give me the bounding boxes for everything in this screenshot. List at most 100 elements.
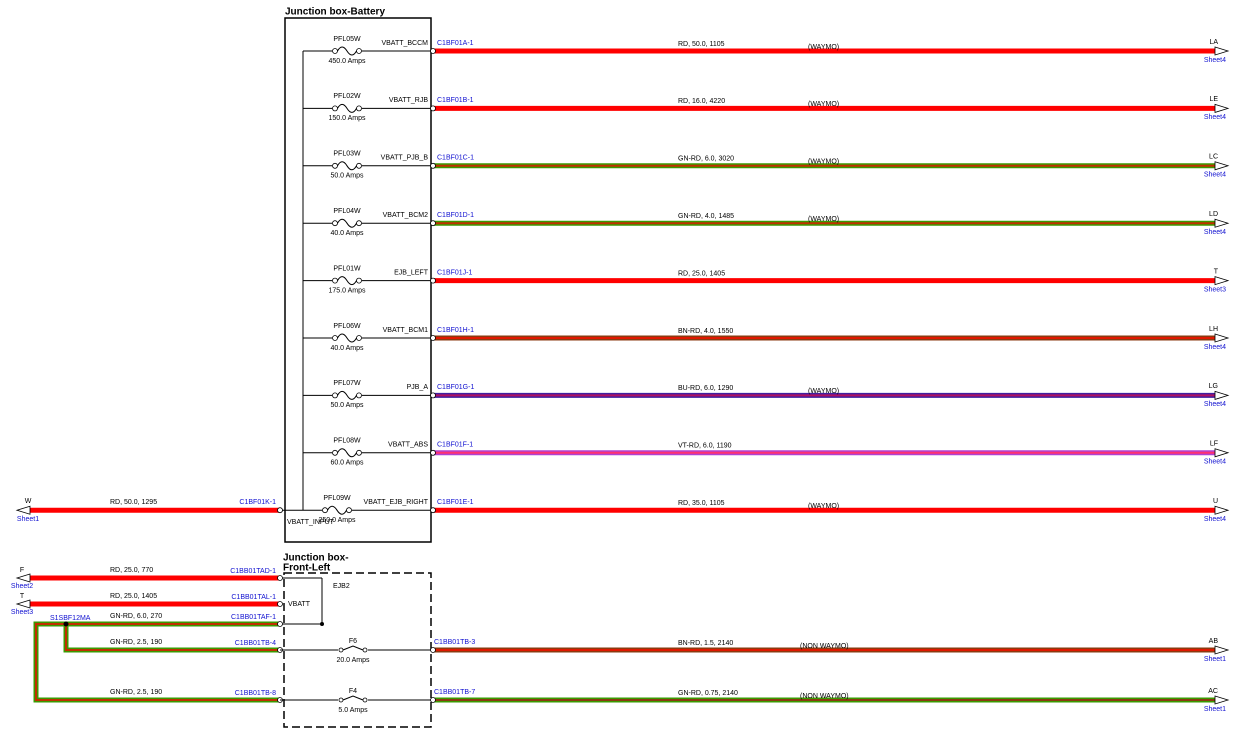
fuse-element	[337, 276, 357, 286]
wire-spec: RD, 50.0, 1295	[110, 499, 157, 506]
off-sheet-arrow	[1214, 103, 1230, 113]
fuse-terminal	[338, 697, 344, 703]
wire-spec: GN-RD, 4.0, 1485	[678, 213, 734, 220]
fuse-terminal	[356, 277, 362, 284]
off-sheet-arrow	[1214, 161, 1230, 171]
fuse-name: PFL06W	[333, 323, 361, 330]
connector-pin	[430, 277, 436, 284]
connector-pin	[277, 575, 283, 581]
destination: W	[25, 498, 32, 505]
destination: LG	[1209, 383, 1218, 390]
fuse-terminal	[338, 647, 344, 653]
fuse-terminal	[332, 105, 338, 112]
junction-dot	[320, 622, 324, 626]
wire-spec: BN-RD, 4.0, 1550	[678, 328, 733, 335]
sheet-ref: Sheet3	[1204, 286, 1226, 293]
fuse-name: PFL04W	[333, 208, 361, 215]
splice-label: S1SBF12MA	[50, 615, 91, 622]
wire-spec: GN-RD, 0.75, 2140	[678, 690, 738, 697]
connector-pin	[430, 220, 436, 227]
fuse-element	[327, 505, 347, 515]
sheet-ref: Sheet4	[1204, 229, 1226, 236]
connector-label: C1BB01TB-4	[235, 640, 276, 647]
wire-stripe	[35, 623, 280, 701]
wire-spec: RD, 25.0, 770	[110, 567, 153, 574]
fuse-terminal	[346, 507, 352, 514]
sheet-ref: Sheet1	[1204, 656, 1226, 663]
fuse-terminal	[356, 162, 362, 169]
destination: F	[20, 567, 24, 574]
off-sheet-arrow	[1214, 645, 1230, 655]
connector-label: C1BF01E-1	[437, 499, 474, 506]
sheet-ref: Sheet4	[1204, 114, 1226, 121]
wire-spec: BN-RD, 1.5, 2140	[678, 640, 733, 647]
sheet-ref: Sheet4	[1204, 172, 1226, 179]
fuse-element	[342, 645, 364, 651]
connector-pin	[430, 647, 436, 653]
wire-spec: GN-RD, 6.0, 270	[110, 613, 162, 620]
sheet-ref: Sheet2	[11, 583, 33, 590]
fuse-rating: 150.0 Amps	[329, 115, 366, 122]
fuse-terminal	[356, 48, 362, 54]
connector-pin	[430, 48, 436, 54]
sheet-ref: Sheet4	[1204, 516, 1226, 523]
fuse-element	[337, 390, 357, 400]
fuse-name: PFL03W	[333, 151, 361, 158]
wire-note: (WAYMO)	[808, 44, 839, 51]
circuit-name: VBATT_BCM2	[383, 212, 428, 219]
fuse-terminal	[332, 449, 338, 456]
fuse-name: PFL02W	[333, 93, 361, 100]
fuse-terminal	[332, 48, 338, 54]
off-sheet-arrow	[1214, 333, 1230, 343]
destination: LE	[1209, 96, 1218, 103]
off-sheet-arrow	[1214, 218, 1230, 228]
fuse-terminal	[356, 335, 362, 341]
wire-spec: GN-RD, 2.5, 190	[110, 639, 162, 646]
fuse-element	[342, 695, 364, 701]
sheet-ref: Sheet4	[1204, 459, 1226, 466]
fuse-rating: 175.0 Amps	[329, 287, 366, 294]
fuse-rating: 450.0 Amps	[329, 58, 366, 65]
off-sheet-arrow	[1214, 505, 1230, 515]
connector-pin	[430, 507, 436, 514]
fuse-element	[337, 161, 357, 171]
wire-note: (WAYMO)	[808, 159, 839, 166]
circuit-name: VBATT_BCCM	[381, 40, 428, 47]
connector-pin	[430, 162, 436, 169]
connector-label: C1BB01TAF-1	[231, 614, 276, 621]
circuit-name: EJB_LEFT	[394, 269, 429, 276]
wire-spec: RD, 16.0, 4220	[678, 98, 725, 105]
sheet-ref: Sheet1	[17, 516, 39, 523]
connector-pin	[277, 621, 283, 627]
off-sheet-arrow	[15, 505, 31, 515]
fuse-element	[337, 218, 357, 228]
connector-pin	[430, 335, 436, 341]
fuse-element	[337, 103, 357, 113]
destination: U	[1213, 498, 1218, 505]
off-sheet-arrow	[1214, 695, 1230, 705]
off-sheet-arrow	[15, 573, 31, 583]
fuse-element	[337, 333, 357, 343]
wire-spec: RD, 25.0, 1405	[110, 593, 157, 600]
splice-dot	[63, 621, 69, 627]
wire-spec: RD, 50.0, 1105	[678, 41, 725, 48]
fuse-name: PFL07W	[333, 380, 361, 387]
box-title: Junction box-	[283, 553, 349, 564]
fuse-element	[337, 448, 357, 458]
connector-label: C1BF01B-1	[437, 97, 474, 104]
wire-spec: GN-RD, 6.0, 3020	[678, 156, 734, 163]
fuse-name: F4	[349, 688, 357, 695]
destination: LH	[1209, 326, 1218, 333]
wire-note: (NON WAYMO)	[800, 693, 849, 700]
fuse-rating: 5.0 Amps	[338, 707, 368, 714]
off-sheet-arrow	[1214, 390, 1230, 400]
fuse-terminal	[356, 105, 362, 112]
fuse-rating: 50.0 Amps	[330, 173, 364, 180]
destination: LF	[1210, 441, 1218, 448]
connector-label: C1BF01C-1	[437, 155, 474, 162]
destination: LD	[1209, 211, 1218, 218]
fuse-rating: 50.0 Amps	[330, 402, 364, 409]
wire-note: (WAYMO)	[808, 216, 839, 223]
connector-label: C1BB01TB-7	[434, 689, 475, 696]
